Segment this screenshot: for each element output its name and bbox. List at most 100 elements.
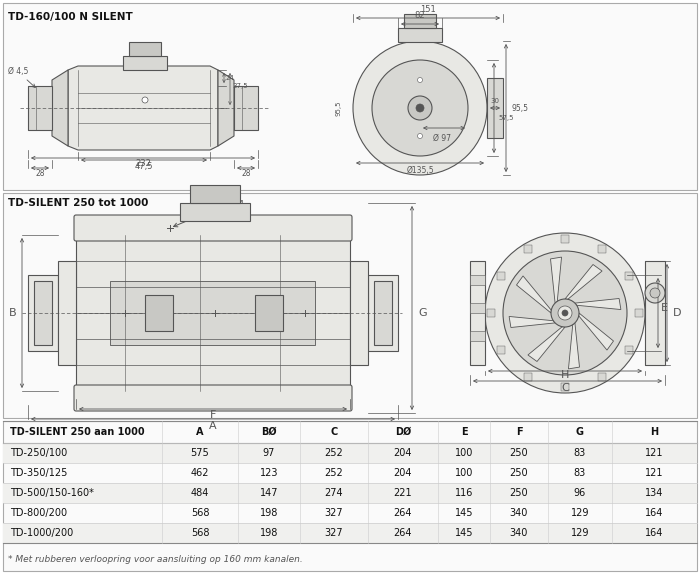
Text: TD-1000/200: TD-1000/200: [10, 528, 74, 538]
Text: 204: 204: [393, 468, 412, 478]
Text: TD-SILENT 250 aan 1000: TD-SILENT 250 aan 1000: [10, 427, 145, 437]
Text: TD-SILENT 250 tot 1000: TD-SILENT 250 tot 1000: [8, 198, 148, 208]
Text: 95,5: 95,5: [336, 100, 342, 116]
Text: Ø 5,4: Ø 5,4: [218, 200, 244, 210]
Text: B: B: [8, 308, 16, 318]
Text: 151: 151: [420, 5, 436, 14]
Text: TD-160/100 N SILENT: TD-160/100 N SILENT: [8, 12, 133, 22]
FancyBboxPatch shape: [74, 385, 352, 411]
Bar: [561, 235, 569, 243]
Text: TD-500/150-160*: TD-500/150-160*: [10, 488, 94, 498]
Bar: [625, 346, 633, 354]
Polygon shape: [568, 323, 580, 369]
Text: A: A: [209, 421, 217, 431]
Text: Ø 97: Ø 97: [433, 134, 451, 143]
Bar: [398, 28, 442, 42]
Bar: [598, 245, 606, 253]
Text: 204: 204: [393, 448, 412, 458]
Text: G: G: [576, 427, 584, 437]
Text: TD-350/125: TD-350/125: [10, 468, 67, 478]
Bar: [470, 331, 485, 341]
Polygon shape: [565, 265, 602, 299]
Bar: [470, 261, 485, 365]
Text: 568: 568: [190, 508, 209, 518]
Bar: [110, 281, 315, 345]
Circle shape: [503, 251, 627, 375]
Bar: [497, 272, 505, 280]
Text: 340: 340: [510, 528, 528, 538]
Circle shape: [408, 96, 432, 120]
Text: Ø 4,5: Ø 4,5: [8, 67, 29, 76]
Circle shape: [416, 104, 424, 112]
Bar: [561, 383, 569, 391]
Text: 250: 250: [510, 448, 528, 458]
Text: E: E: [661, 303, 668, 313]
Text: 164: 164: [645, 528, 664, 538]
Polygon shape: [579, 313, 613, 350]
Text: 57,5: 57,5: [498, 115, 514, 121]
Circle shape: [417, 77, 423, 83]
Text: 83: 83: [574, 468, 586, 478]
Text: BØ: BØ: [261, 427, 277, 437]
Text: 129: 129: [570, 528, 589, 538]
Text: 83: 83: [574, 448, 586, 458]
FancyBboxPatch shape: [74, 215, 352, 241]
Text: 164: 164: [645, 508, 664, 518]
Text: 264: 264: [393, 508, 412, 518]
Circle shape: [645, 283, 665, 303]
Bar: [34, 281, 52, 345]
Circle shape: [353, 41, 487, 175]
Bar: [625, 272, 633, 280]
Text: 24: 24: [226, 75, 234, 81]
Text: 252: 252: [325, 468, 344, 478]
Text: 145: 145: [455, 528, 473, 538]
Bar: [58, 261, 76, 365]
Bar: [3, 421, 697, 571]
Text: 198: 198: [260, 528, 278, 538]
Bar: [3, 193, 697, 418]
Text: 121: 121: [645, 468, 664, 478]
Text: 232: 232: [135, 159, 151, 168]
Text: 274: 274: [325, 488, 343, 498]
Text: D: D: [673, 308, 682, 318]
Circle shape: [372, 60, 468, 156]
Text: H: H: [561, 370, 569, 380]
Bar: [487, 78, 503, 138]
Bar: [129, 42, 161, 56]
Text: 575: 575: [190, 448, 209, 458]
Bar: [3, 483, 697, 503]
Text: 100: 100: [455, 448, 473, 458]
Text: 568: 568: [190, 528, 209, 538]
Polygon shape: [509, 316, 555, 328]
Text: 484: 484: [191, 488, 209, 498]
Text: C: C: [330, 427, 337, 437]
Circle shape: [562, 310, 568, 316]
Text: 95,5: 95,5: [512, 104, 529, 112]
Circle shape: [650, 288, 660, 298]
Bar: [28, 86, 52, 130]
Text: 97: 97: [262, 448, 275, 458]
Text: 28: 28: [241, 170, 251, 179]
Text: 250: 250: [510, 488, 528, 498]
Text: * Met rubberen verloopring voor aansluiting op 160 mm kanalen.: * Met rubberen verloopring voor aansluit…: [8, 555, 302, 564]
Bar: [255, 295, 283, 331]
Text: 462: 462: [190, 468, 209, 478]
Bar: [3, 3, 697, 190]
Bar: [3, 523, 697, 543]
Text: 134: 134: [645, 488, 664, 498]
Text: 221: 221: [393, 488, 412, 498]
Polygon shape: [68, 66, 218, 150]
Bar: [524, 373, 532, 381]
Text: 82: 82: [414, 11, 426, 20]
Text: 37,5: 37,5: [232, 83, 248, 89]
Circle shape: [142, 97, 148, 103]
Bar: [470, 275, 485, 285]
Bar: [3, 443, 697, 463]
Text: TD-250/100: TD-250/100: [10, 448, 67, 458]
Text: C: C: [561, 383, 569, 393]
Text: G: G: [418, 308, 426, 318]
Text: 264: 264: [393, 528, 412, 538]
Polygon shape: [517, 276, 552, 313]
Bar: [123, 56, 167, 70]
Text: F: F: [516, 427, 522, 437]
